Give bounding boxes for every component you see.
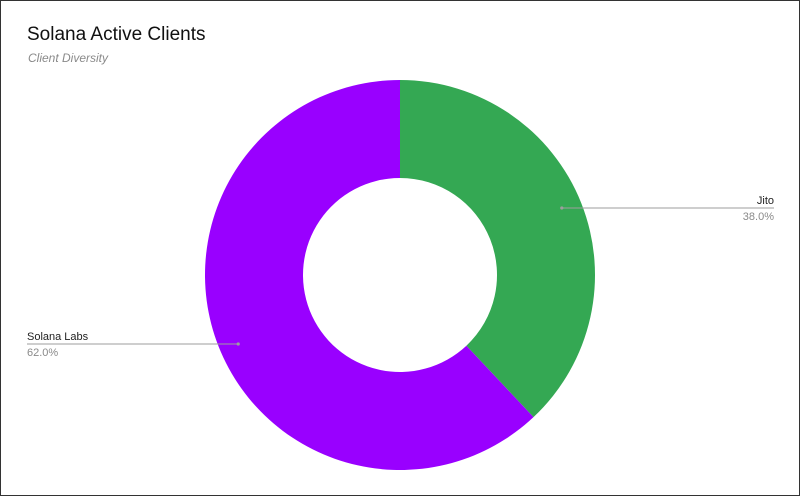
slice-percent-label: 38.0% [743, 211, 774, 223]
slice-label: Solana Labs [27, 331, 89, 343]
slice-percent-label: 62.0% [27, 347, 58, 359]
slice-solana-labs[interactable] [205, 80, 534, 471]
slice-label: Jito [757, 195, 774, 207]
chart-subtitle: Client Diversity [28, 51, 109, 65]
chart-title: Solana Active Clients [27, 24, 206, 45]
slice-jito[interactable] [400, 80, 595, 418]
